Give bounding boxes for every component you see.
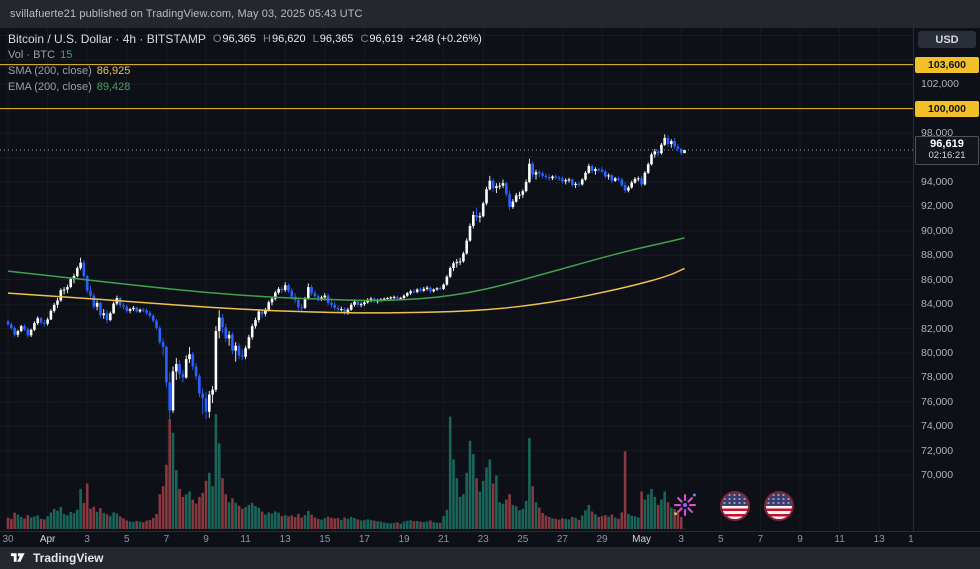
volume-label: Vol · BTC xyxy=(8,49,56,61)
price-axis-label: 70,000 xyxy=(921,469,954,482)
brand-name[interactable]: TradingView xyxy=(33,551,104,565)
time-axis-label: 19 xyxy=(398,534,410,545)
price-chart-canvas[interactable] xyxy=(0,28,913,531)
price-axis-label: 88,000 xyxy=(921,249,954,262)
time-axis-label: 3 xyxy=(84,534,90,545)
time-axis-label: 9 xyxy=(203,534,209,545)
time-axis-label: 1 xyxy=(908,534,913,545)
time-axis-label: May xyxy=(632,534,652,545)
time-axis-label: 21 xyxy=(438,534,450,545)
currency-button[interactable]: USD xyxy=(918,31,976,48)
ema-value: 89,428 xyxy=(96,81,131,93)
volume-row[interactable]: Vol · BTC 15 xyxy=(8,47,482,63)
time-axis-label: 29 xyxy=(596,534,608,545)
time-axis-label: 9 xyxy=(797,534,803,545)
sma-value: 86,925 xyxy=(96,65,131,77)
price-axis-label: 80,000 xyxy=(921,347,954,360)
sticker-usa-flag-icon[interactable] xyxy=(764,491,794,521)
time-axis-label: 25 xyxy=(517,534,529,545)
tradingview-logo-icon[interactable] xyxy=(10,551,27,565)
ema-row[interactable]: EMA (200, close) 89,428 xyxy=(8,79,482,95)
publisher-bar: svillafuerte21 published on TradingView.… xyxy=(0,0,980,28)
high-value: 96,620 xyxy=(272,33,306,45)
last-price-badge: 96,619 02:16:21 xyxy=(915,135,979,165)
bar-countdown: 02:16:21 xyxy=(928,150,966,162)
time-axis-label: 11 xyxy=(834,534,845,545)
time-axis-label: 3 xyxy=(678,534,684,545)
alert-price-badge[interactable]: 103,600 xyxy=(915,56,979,73)
time-axis-label: 5 xyxy=(124,534,130,545)
time-axis-label: 13 xyxy=(279,534,291,545)
time-axis-label: 17 xyxy=(358,534,370,545)
time-axis-label: 15 xyxy=(319,534,331,545)
price-axis-label: 94,000 xyxy=(921,175,954,188)
close-value: 96,619 xyxy=(369,33,404,45)
time-axis-label: 11 xyxy=(240,534,251,545)
price-axis-label: 72,000 xyxy=(921,444,954,457)
price-axis-label: 86,000 xyxy=(921,273,954,286)
price-axis-label: 76,000 xyxy=(921,395,954,408)
time-axis-label: 7 xyxy=(163,534,170,545)
sticker-usa-flag-icon[interactable] xyxy=(720,491,750,521)
time-axis-label: 27 xyxy=(556,534,568,545)
alert-price-badge[interactable]: 100,000 xyxy=(915,100,979,117)
price-axis-label: 92,000 xyxy=(921,200,954,213)
high-label: H xyxy=(263,33,271,45)
ema-label: EMA (200, close) xyxy=(8,81,92,93)
price-axis-label: 74,000 xyxy=(921,420,954,433)
time-axis-label: 5 xyxy=(718,534,724,545)
price-change: +248 (+0.26%) xyxy=(409,33,482,45)
footer-bar: TradingView xyxy=(0,547,980,569)
open-value: 96,365 xyxy=(222,33,257,45)
price-axis[interactable]: USD 102,000 98,000 94,000 92,000 90,000 88,00… xyxy=(913,28,980,531)
price-axis-label: 82,000 xyxy=(921,322,954,335)
publisher-text: svillafuerte21 published on TradingView.… xyxy=(10,8,363,20)
time-axis-label: 13 xyxy=(873,534,885,545)
low-label: L xyxy=(312,33,319,45)
price-axis-label: 102,000 xyxy=(921,78,959,91)
price-axis-label: 90,000 xyxy=(921,224,954,237)
low-value: 96,365 xyxy=(319,33,354,45)
close-label: C xyxy=(360,33,369,45)
sma-label: SMA (200, close) xyxy=(8,65,92,77)
sma-row[interactable]: SMA (200, close) 86,925 xyxy=(8,63,482,79)
time-axis-label: 7 xyxy=(757,534,764,545)
time-axis-label: 23 xyxy=(477,534,489,545)
price-axis-label: 78,000 xyxy=(921,371,954,384)
price-axis-label: 84,000 xyxy=(921,298,954,311)
sticker-sparkler-icon[interactable] xyxy=(670,490,700,520)
time-axis-label: 30 xyxy=(2,534,14,545)
volume-value: 15 xyxy=(60,49,73,61)
last-price-value: 96,619 xyxy=(930,138,964,151)
symbol-title: Bitcoin / U.S. Dollar · 4h · BITSTAMP xyxy=(8,32,206,46)
time-axis-labels: 30 Apr 3 5 7 9 11 13 15 17 19 21 23 25 27 29 May 3 5 7 9 11 13… xyxy=(0,532,913,548)
time-axis[interactable]: 30 Apr 3 5 7 9 11 13 15 17 19 21 23 25 27 29 May 3 5 7 9 11 13… xyxy=(0,531,980,548)
time-axis-label: Apr xyxy=(39,534,56,545)
open-label: O xyxy=(212,33,222,45)
